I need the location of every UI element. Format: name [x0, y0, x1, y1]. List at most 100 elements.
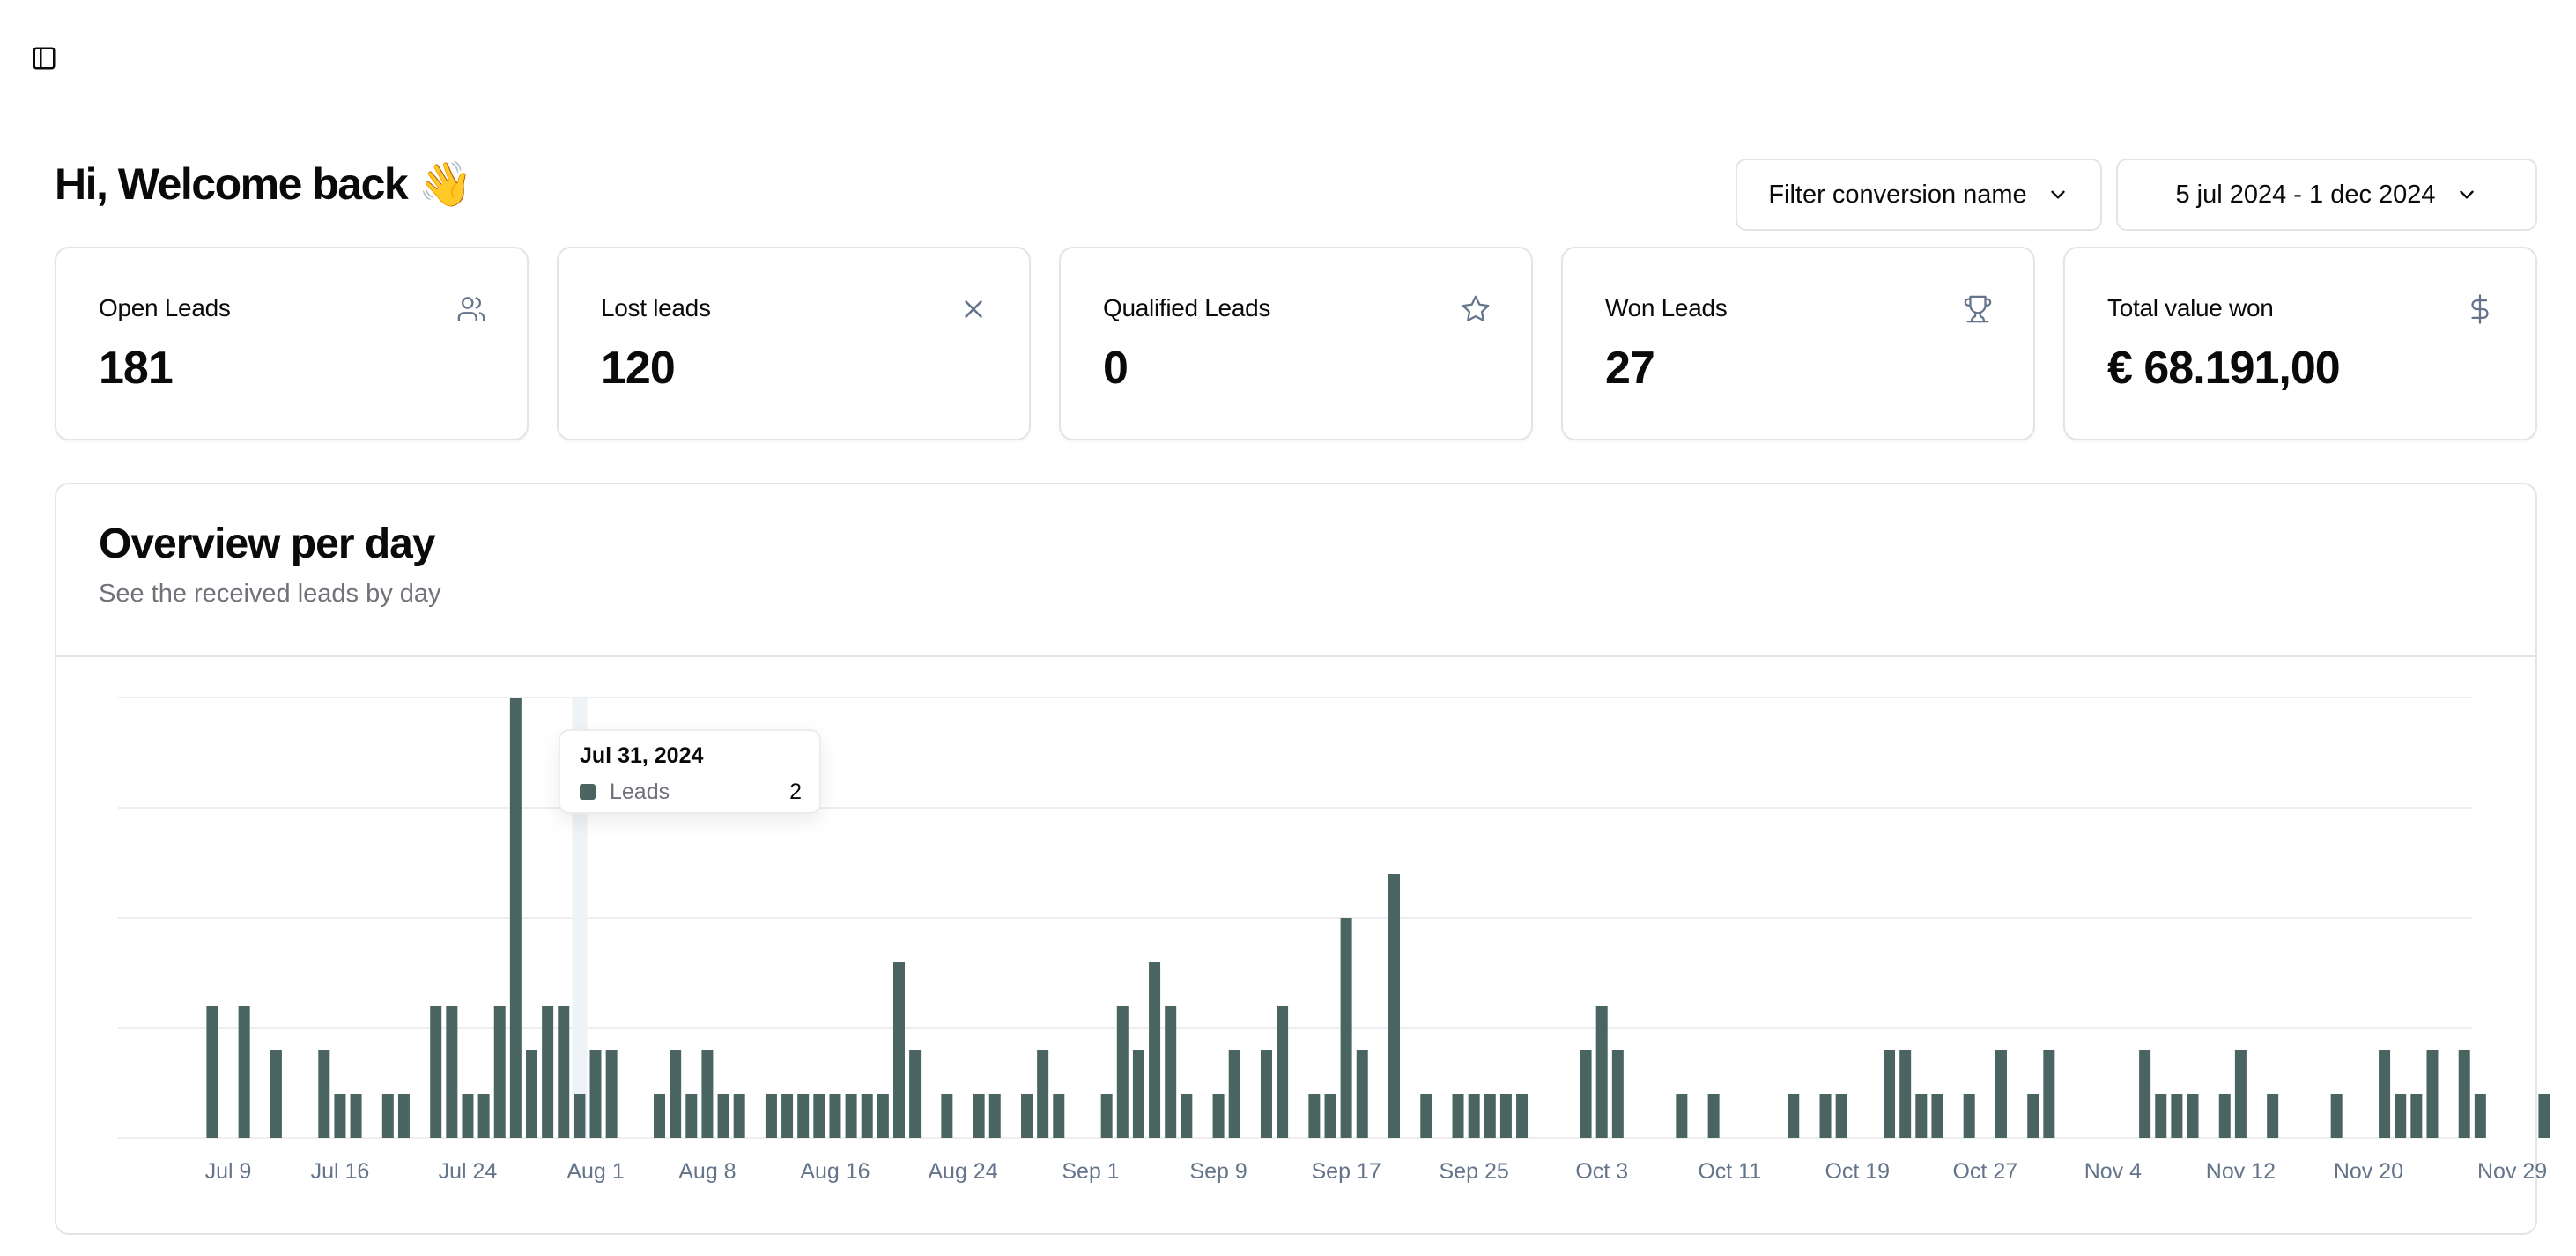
bar[interactable] — [1100, 1094, 1113, 1138]
bar[interactable] — [1707, 1094, 1720, 1138]
bar[interactable] — [2458, 1050, 2470, 1138]
bar[interactable] — [1915, 1094, 1928, 1138]
bar[interactable] — [654, 1094, 666, 1138]
bar[interactable] — [781, 1094, 794, 1138]
bar[interactable] — [1116, 1006, 1129, 1138]
bar[interactable] — [1452, 1094, 1464, 1138]
bar[interactable] — [1277, 1006, 1289, 1138]
bar[interactable] — [909, 1050, 922, 1138]
bar[interactable] — [2027, 1094, 2039, 1138]
bar[interactable] — [670, 1050, 682, 1138]
bar[interactable] — [1819, 1094, 1832, 1138]
bar[interactable] — [238, 1006, 250, 1138]
bar[interactable] — [2395, 1094, 2407, 1138]
bar[interactable] — [462, 1094, 474, 1138]
bar[interactable] — [605, 1050, 618, 1138]
bar[interactable] — [2234, 1050, 2247, 1138]
x-tick-label: Aug 16 — [800, 1159, 870, 1184]
bar[interactable] — [397, 1094, 410, 1138]
bar[interactable] — [717, 1094, 729, 1138]
bar[interactable] — [1484, 1094, 1496, 1138]
filter-conversion-button[interactable]: Filter conversion name — [1736, 159, 2102, 231]
bar[interactable] — [1931, 1094, 1943, 1138]
bar[interactable] — [1963, 1094, 1975, 1138]
bar[interactable] — [1021, 1094, 1033, 1138]
bar[interactable] — [845, 1094, 857, 1138]
bar[interactable] — [2379, 1050, 2391, 1138]
bar[interactable] — [430, 1006, 442, 1138]
bar[interactable] — [2171, 1094, 2183, 1138]
bar[interactable] — [2538, 1094, 2550, 1138]
bar[interactable] — [1037, 1050, 1049, 1138]
bar[interactable] — [941, 1094, 953, 1138]
bar[interactable] — [1165, 1006, 1177, 1138]
bar[interactable] — [2330, 1094, 2343, 1138]
bar[interactable] — [446, 1006, 458, 1138]
bar[interactable] — [206, 1006, 218, 1138]
bar[interactable] — [973, 1094, 985, 1138]
bar[interactable] — [988, 1094, 1001, 1138]
bar[interactable] — [2155, 1094, 2167, 1138]
bar[interactable] — [2426, 1050, 2439, 1138]
bar[interactable] — [477, 1094, 490, 1138]
bar[interactable] — [574, 1094, 586, 1138]
bar[interactable] — [1899, 1050, 1912, 1138]
bar[interactable] — [1788, 1094, 1800, 1138]
bar[interactable] — [1053, 1094, 1065, 1138]
bar[interactable] — [733, 1094, 745, 1138]
bar[interactable] — [1228, 1050, 1240, 1138]
bar[interactable] — [2139, 1050, 2151, 1138]
bar[interactable] — [877, 1094, 889, 1138]
bar[interactable] — [1499, 1094, 1512, 1138]
bar[interactable] — [1995, 1050, 2007, 1138]
bar[interactable] — [270, 1050, 282, 1138]
bar[interactable] — [797, 1094, 810, 1138]
bar[interactable] — [1340, 918, 1352, 1138]
bar[interactable] — [685, 1094, 698, 1138]
bar[interactable] — [493, 1006, 506, 1138]
bar[interactable] — [558, 1006, 570, 1138]
bar[interactable] — [1516, 1094, 1529, 1138]
bar[interactable] — [1388, 874, 1401, 1138]
bar[interactable] — [350, 1094, 362, 1138]
bar[interactable] — [1676, 1094, 1688, 1138]
bar[interactable] — [1149, 962, 1161, 1138]
bar[interactable] — [509, 698, 522, 1138]
bar[interactable] — [589, 1050, 602, 1138]
bar[interactable] — [1611, 1050, 1624, 1138]
bar[interactable] — [861, 1094, 873, 1138]
sidebar-toggle-button[interactable] — [23, 37, 65, 79]
bar[interactable] — [2267, 1094, 2279, 1138]
bar[interactable] — [2043, 1050, 2055, 1138]
bar[interactable] — [1420, 1094, 1432, 1138]
bar[interactable] — [701, 1050, 714, 1138]
date-range-picker[interactable]: 5 jul 2024 - 1 dec 2024 — [2116, 159, 2537, 231]
bar[interactable] — [542, 1006, 554, 1138]
bar[interactable] — [892, 962, 905, 1138]
bar[interactable] — [1595, 1006, 1608, 1138]
bar[interactable] — [1260, 1050, 1272, 1138]
bar[interactable] — [1181, 1094, 1193, 1138]
bar[interactable] — [2187, 1094, 2199, 1138]
bar[interactable] — [1132, 1050, 1144, 1138]
bar[interactable] — [813, 1094, 825, 1138]
bar[interactable] — [2410, 1094, 2423, 1138]
bar[interactable] — [765, 1094, 777, 1138]
bar[interactable] — [1468, 1094, 1480, 1138]
bar[interactable] — [1835, 1094, 1847, 1138]
bar[interactable] — [1580, 1050, 1592, 1138]
x-tick-label: Oct 11 — [1698, 1159, 1761, 1184]
bar[interactable] — [334, 1094, 346, 1138]
bar[interactable] — [1212, 1094, 1225, 1138]
bar[interactable] — [318, 1050, 330, 1138]
bar[interactable] — [1356, 1050, 1368, 1138]
bar[interactable] — [1308, 1094, 1321, 1138]
bar[interactable] — [1884, 1050, 1896, 1138]
bar[interactable] — [2474, 1094, 2486, 1138]
bar[interactable] — [381, 1094, 394, 1138]
bar[interactable] — [525, 1050, 537, 1138]
bar[interactable] — [1324, 1094, 1336, 1138]
bar[interactable] — [829, 1094, 841, 1138]
bar[interactable] — [2218, 1094, 2231, 1138]
